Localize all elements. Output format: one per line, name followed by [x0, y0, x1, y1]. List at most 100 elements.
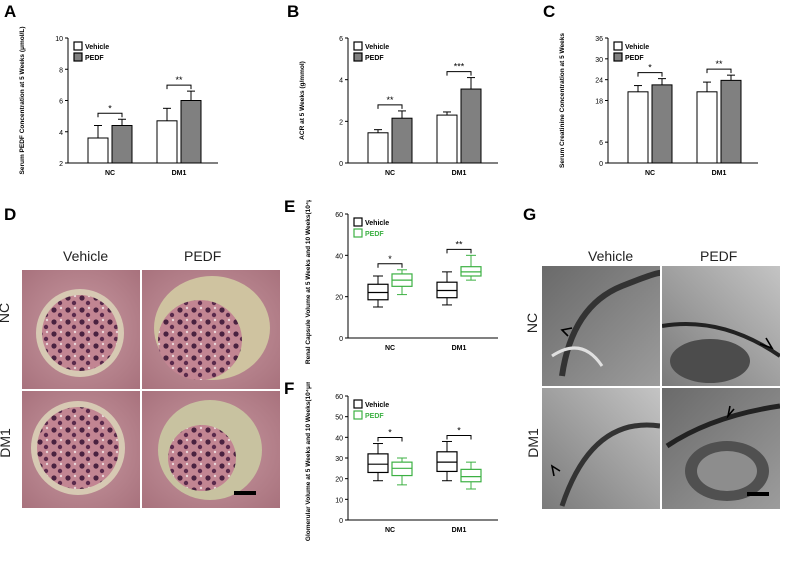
e-significance-bracket — [446, 248, 472, 254]
panel-letter-g: G — [523, 205, 537, 224]
e-y-tick-label: 40 — [335, 253, 343, 260]
d-dm1-vehicle-image — [22, 391, 140, 508]
g-nc-vehicle-arrow — [560, 327, 573, 337]
d-row-label-nc: NC — [0, 302, 13, 324]
f-y-tick-label: 30 — [335, 456, 343, 463]
panel-letter-f: F — [284, 379, 295, 398]
f-y-tick-label: 40 — [335, 435, 343, 442]
a-significance-bracket — [97, 112, 123, 118]
c-category-label: NC — [645, 170, 655, 177]
a-category-label: DM1 — [172, 170, 187, 177]
d-row-label-dm1: DM1 — [0, 428, 13, 458]
f-y-tick-label: 50 — [335, 415, 343, 422]
b-significance-label: ** — [386, 95, 394, 105]
f-significance-label: * — [457, 425, 461, 435]
d-nc-vehicle-image — [22, 270, 140, 389]
d-col-label-pedf: PEDF — [184, 248, 222, 264]
d-nc-pedf-image — [142, 270, 280, 389]
b-bar — [391, 117, 413, 164]
c-y-tick-label: 30 — [595, 57, 603, 64]
c-significance-label: ** — [715, 59, 723, 69]
f-y-tick-label: 0 — [339, 518, 343, 525]
panel-letter-c: C — [543, 2, 556, 21]
g-dm1-vehicle-arrow — [550, 464, 561, 477]
a-significance-label: ** — [175, 75, 183, 85]
a-legend-swatch-vehicle — [73, 41, 83, 51]
f-legend-label-pedf: PEDF — [365, 413, 384, 420]
f-significance-label: * — [388, 428, 392, 438]
f-box — [460, 468, 482, 483]
f-category-label: DM1 — [452, 527, 467, 534]
micrograph-g: Vehicle PEDF NC DM1 — [520, 0, 787, 554]
g-image-grid — [542, 266, 780, 509]
e-significance-bracket — [377, 263, 403, 268]
a-y-tick-label: 10 — [55, 36, 63, 43]
c-significance-label: * — [648, 63, 652, 73]
g-scale-bar — [747, 492, 769, 496]
b-bar — [367, 132, 389, 164]
f-legend-swatch-pedf — [353, 410, 363, 420]
f-legend-label-vehicle: Vehicle — [365, 402, 389, 409]
c-y-tick-label: 18 — [595, 99, 603, 106]
a-y-axis-label: Serum PEDF Concentration at 5 Weeks (μmo… — [19, 27, 26, 175]
c-y-tick-label: 24 — [595, 78, 603, 85]
e-y-tick-label: 60 — [335, 212, 343, 219]
chart-b: 0 2 4 6 ACR at 5 Weeks (g/mmol) NC DM1 Vehicle P… — [299, 36, 498, 177]
c-category-label: DM1 — [712, 170, 727, 177]
b-category-label: DM1 — [452, 170, 467, 177]
e-legend-label-pedf: PEDF — [365, 231, 384, 238]
c-y-tick-label: 6 — [599, 140, 603, 147]
f-box — [367, 453, 389, 474]
d-col-label-vehicle: Vehicle — [63, 248, 109, 264]
d-dm1-pedf-image — [142, 391, 280, 508]
f-y-tick-label: 20 — [335, 477, 343, 484]
chart-c: 0 6 18 24 30 36 Serum Creatinine Concentration… — [559, 33, 758, 177]
f-y-tick-label: 10 — [335, 497, 343, 504]
a-legend-label-vehicle: Vehicle — [85, 44, 109, 51]
b-legend-label-pedf: PEDF — [365, 55, 384, 62]
e-significance-label: ** — [455, 239, 463, 249]
c-y-tick-label: 36 — [595, 36, 603, 43]
c-y-axis-label: Serum Creatinine Concentration at 5 Week… — [559, 33, 566, 168]
a-y-tick-label: 4 — [59, 130, 63, 137]
c-significance-bracket — [706, 68, 732, 74]
b-y-axis-label: ACR at 5 Weeks (g/mmol) — [299, 61, 306, 140]
b-significance-label: *** — [454, 62, 465, 72]
g-row-label-nc: NC — [524, 312, 541, 334]
chart-a: 2 4 6 8 10 Serum PEDF Concentration at 5 Week… — [19, 27, 218, 177]
d-image-grid — [22, 270, 280, 508]
chart-f: 0 10 20 30 40 50 60 Glomerular Volume at 5 Week… — [305, 382, 498, 541]
a-legend-swatch-pedf — [73, 52, 83, 62]
b-legend-swatch-vehicle — [353, 41, 363, 51]
b-legend-swatch-pedf — [353, 52, 363, 62]
panel-letter-d: D — [4, 205, 17, 224]
chart-e: 0 20 40 60 Renal Capsule Volume at 5 Weeks a… — [305, 200, 498, 364]
c-y-tick-label: 0 — [599, 161, 603, 168]
a-legend-label-pedf: PEDF — [85, 55, 104, 62]
e-significance-label: * — [388, 254, 392, 264]
b-y-tick-label: 6 — [339, 36, 343, 43]
e-y-tick-label: 0 — [339, 336, 343, 343]
f-y-tick-label: 60 — [335, 394, 343, 401]
a-category-label: NC — [105, 170, 115, 177]
e-y-axis-label: Renal Capsule Volume at 5 Weeks and 10 W… — [305, 200, 312, 364]
panel-letter-a: A — [4, 2, 17, 21]
g-dm1-pedf-arrow — [726, 405, 735, 419]
g-row-label-dm1: DM1 — [524, 428, 541, 458]
c-legend-swatch-vehicle — [613, 41, 623, 51]
b-y-tick-label: 4 — [339, 78, 343, 85]
f-y-axis-label: Glomerular Volume at 5 Weeks and 10 Week… — [305, 382, 312, 541]
a-y-tick-label: 8 — [59, 67, 63, 74]
c-legend-label-pedf: PEDF — [625, 55, 644, 62]
g-nc-vehicle-image — [542, 266, 666, 386]
g-nc-pedf-image — [661, 266, 780, 386]
e-y-tick-label: 20 — [335, 295, 343, 302]
e-legend-swatch-vehicle — [353, 217, 363, 227]
e-category-label: DM1 — [452, 345, 467, 352]
c-bar — [720, 79, 742, 164]
f-significance-bracket — [446, 434, 472, 440]
panel-letter-e: E — [284, 197, 296, 216]
e-legend-label-vehicle: Vehicle — [365, 220, 389, 227]
g-col-label-pedf: PEDF — [700, 248, 738, 264]
g-col-label-vehicle: Vehicle — [588, 248, 634, 264]
